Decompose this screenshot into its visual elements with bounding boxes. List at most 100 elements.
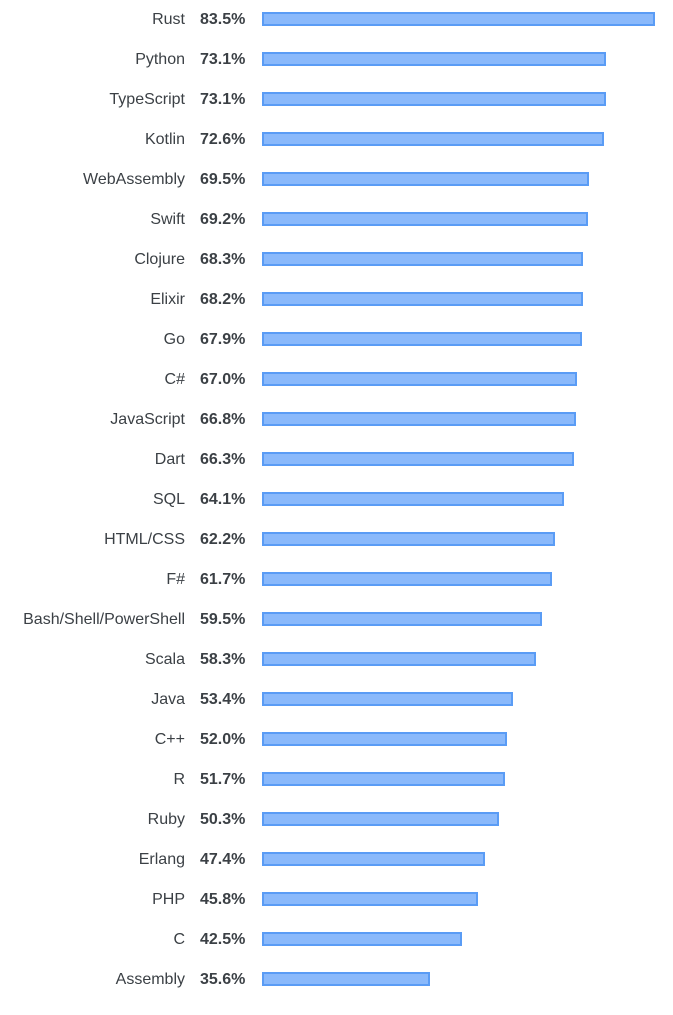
value-label: 50.3% [200,811,246,828]
value-label: 68.3% [200,251,246,268]
bar [262,612,542,626]
bar-row: TypeScript 73.1% [0,80,673,120]
bar-row: Java 53.4% [0,680,673,720]
category-label: Assembly [115,971,185,988]
value-label: 53.4% [200,691,246,708]
bar-row: Ruby 50.3% [0,800,673,840]
bar [262,92,606,106]
value-label: 59.5% [200,611,246,628]
bar [262,692,513,706]
category-label: WebAssembly [83,171,185,188]
category-label: Python [135,51,185,68]
category-label: C++ [154,731,185,748]
bar [262,52,606,66]
category-label: Java [151,691,185,708]
bar [262,852,485,866]
value-label: 68.2% [200,291,246,308]
value-label: 51.7% [200,771,246,788]
bar [262,12,655,26]
value-label: 52.0% [200,731,246,748]
category-label: TypeScript [109,91,185,108]
bar-row: Clojure 68.3% [0,240,673,280]
category-label: HTML/CSS [104,531,185,548]
bar [262,252,583,266]
bar-row: HTML/CSS 62.2% [0,520,673,560]
bar-row: Scala 58.3% [0,640,673,680]
bar-row: PHP 45.8% [0,880,673,920]
bar [262,452,574,466]
value-label: 47.4% [200,851,246,868]
value-label: 66.8% [200,411,246,428]
bar-row: Python 73.1% [0,40,673,80]
bar [262,572,552,586]
value-label: 45.8% [200,891,246,908]
category-label: R [173,771,185,788]
value-label: 64.1% [200,491,246,508]
bar-row: JavaScript 66.8% [0,400,673,440]
bar-row: Assembly 35.6% [0,960,673,1000]
value-label: 72.6% [200,131,246,148]
value-label: 42.5% [200,931,246,948]
bar-row: Rust 83.5% [0,0,673,40]
value-label: 67.9% [200,331,246,348]
bar [262,972,430,986]
bar-row: Swift 69.2% [0,200,673,240]
bar-row: Bash/Shell/PowerShell 59.5% [0,600,673,640]
category-label: C [173,931,185,948]
category-label: Elixir [150,291,185,308]
bar-row: WebAssembly 69.5% [0,160,673,200]
value-label: 61.7% [200,571,246,588]
bar [262,652,536,666]
category-label: Erlang [138,851,185,868]
value-label: 62.2% [200,531,246,548]
bar [262,372,577,386]
category-label: F# [166,571,185,588]
bar [262,332,582,346]
bar [262,412,576,426]
bar-row: R 51.7% [0,760,673,800]
value-label: 67.0% [200,371,246,388]
bar-row: Elixir 68.2% [0,280,673,320]
bar-row: C++ 52.0% [0,720,673,760]
category-label: SQL [152,491,185,508]
bar [262,772,505,786]
category-label: Clojure [134,251,185,268]
value-label: 83.5% [200,11,246,28]
value-label: 73.1% [200,51,246,68]
bar [262,532,555,546]
category-label: Ruby [147,811,185,828]
category-label: C# [164,371,185,388]
value-label: 69.2% [200,211,246,228]
bar [262,892,478,906]
bar-row: C 42.5% [0,920,673,960]
category-label: JavaScript [110,411,185,428]
category-label: Scala [144,651,185,668]
bar [262,132,604,146]
bar [262,292,583,306]
bar [262,172,589,186]
value-label: 35.6% [200,971,246,988]
category-label: Swift [150,211,185,228]
bar-row: Kotlin 72.6% [0,120,673,160]
category-label: Kotlin [144,131,185,148]
category-label: PHP [152,891,185,908]
bar-row: F# 61.7% [0,560,673,600]
bar-row: SQL 64.1% [0,480,673,520]
bar [262,932,462,946]
value-label: 66.3% [200,451,246,468]
bar-row: Go 67.9% [0,320,673,360]
category-label: Go [163,331,185,348]
category-label: Dart [154,451,185,468]
bar-row: C# 67.0% [0,360,673,400]
category-label: Bash/Shell/PowerShell [23,611,185,628]
value-label: 58.3% [200,651,246,668]
category-label: Rust [152,11,185,28]
bar [262,812,499,826]
bar-row: Dart 66.3% [0,440,673,480]
bar-row: Erlang 47.4% [0,840,673,880]
bar [262,492,564,506]
value-label: 73.1% [200,91,246,108]
bar [262,732,507,746]
bar [262,212,588,226]
